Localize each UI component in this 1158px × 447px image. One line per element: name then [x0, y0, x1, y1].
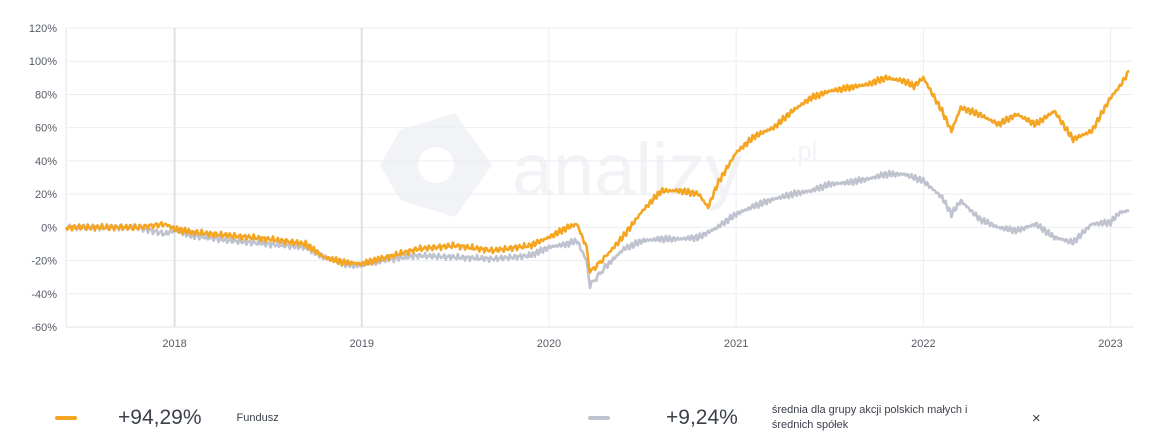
x-tick-label: 2018 [162, 338, 186, 350]
y-tick-label: 80% [35, 89, 57, 101]
watermark: analizy .pl [380, 113, 817, 217]
series-line-0 [64, 69, 1130, 274]
y-tick-label: -60% [31, 322, 57, 334]
y-tick-label: 20% [35, 189, 57, 201]
x-axis: 2018 2019 2020 2021 2022 2023 [162, 338, 1122, 350]
y-tick-label: -20% [31, 256, 57, 268]
y-tick-label: 120% [29, 23, 57, 35]
y-axis: 120% 100% 80% 60% 40% 20% 0% -20% -40% -60% [29, 23, 57, 334]
legend-label: Fundusz [236, 411, 279, 424]
watermark-text: analizy [512, 128, 742, 211]
series-layer [64, 69, 1130, 290]
x-tick-label: 2021 [724, 338, 748, 350]
x-tick-label: 2023 [1098, 338, 1122, 350]
x-tick-label: 2019 [350, 338, 374, 350]
y-tick-label: 40% [35, 156, 57, 168]
x-tick-label: 2022 [911, 338, 935, 350]
y-tick-label: 0% [41, 222, 57, 234]
watermark-suffix: .pl [790, 136, 817, 166]
legend-value: +94,29% [118, 406, 202, 429]
legend-label: średnia dla grupy akcji polskich małych … [771, 404, 968, 431]
legend-swatch [588, 416, 610, 420]
y-tick-label: 100% [29, 56, 57, 68]
y-tick-label: -40% [31, 289, 57, 301]
legend-swatch [55, 416, 77, 420]
x-tick-label: 2020 [537, 338, 561, 350]
legend-item-fundusz[interactable]: +94,29% Fundusz [55, 400, 279, 436]
series-line-1 [65, 169, 1130, 290]
y-tick-label: 60% [35, 123, 57, 135]
close-icon[interactable]: × [1031, 409, 1041, 427]
legend-item-benchmark[interactable]: +9,24% średnia dla grupy akcji polskich … [588, 400, 1041, 436]
chart-area: analizy .pl 120% 100% 80% 60% 40% 20% 0% -20% -4… [29, 23, 1133, 350]
legend-value: +9,24% [666, 406, 738, 429]
